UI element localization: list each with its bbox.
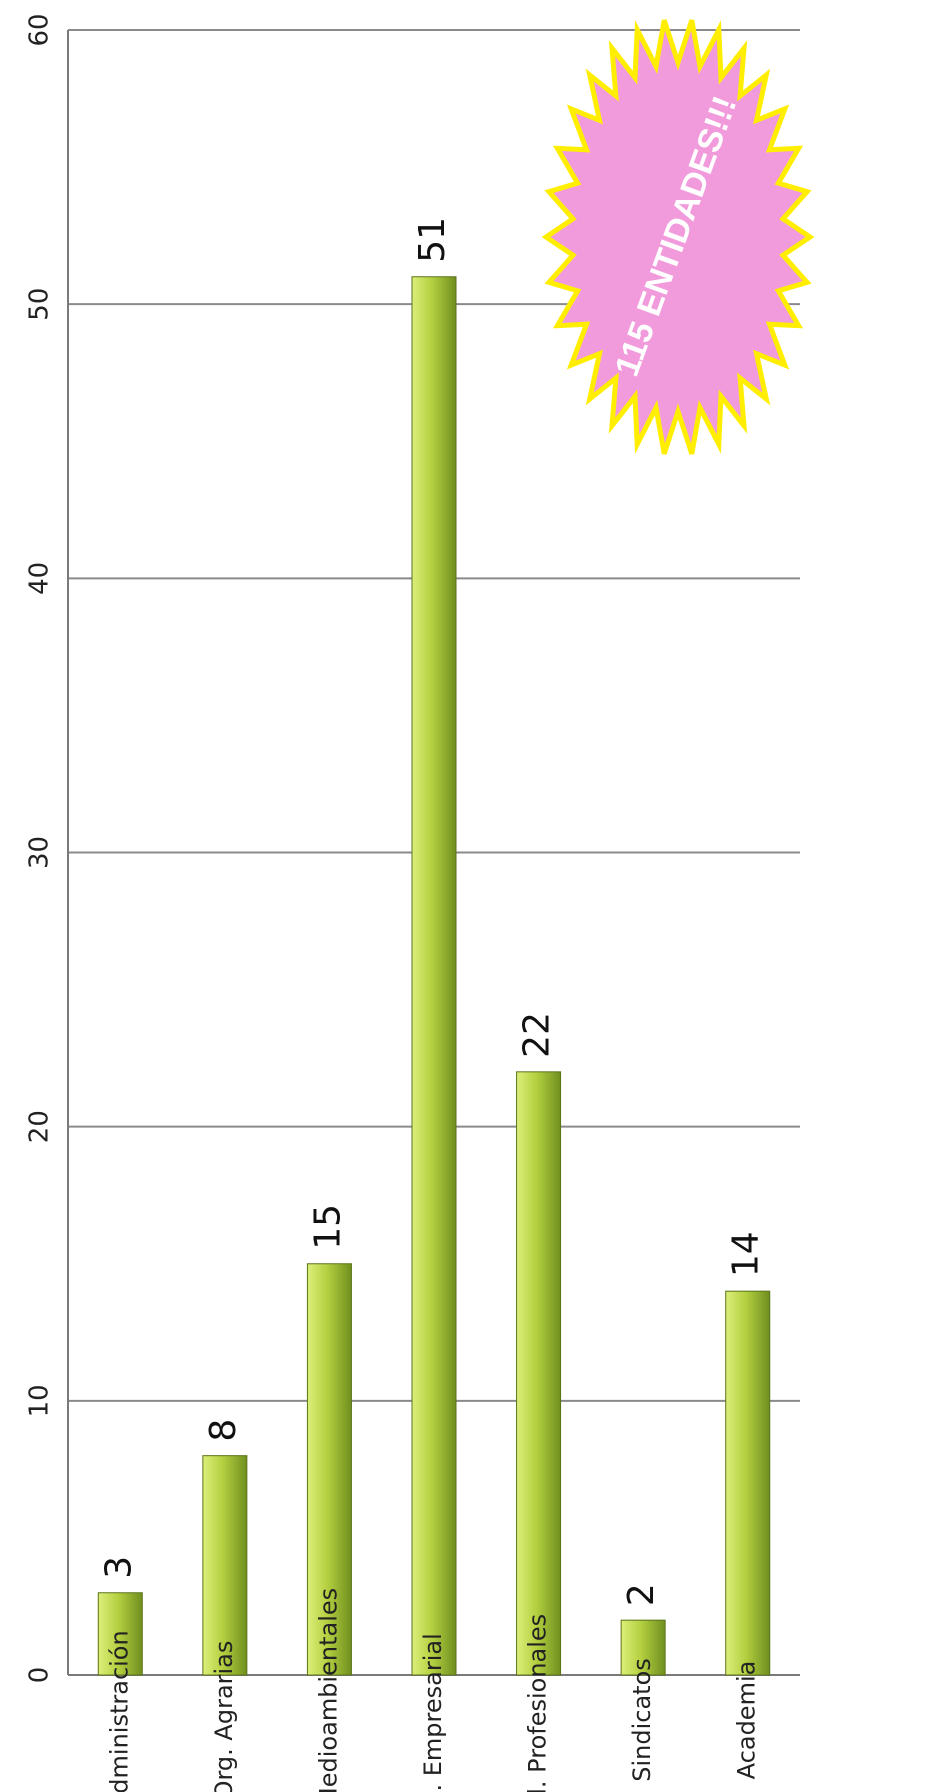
- y-tick-label: 30: [25, 836, 55, 869]
- data-label: 14: [726, 1231, 767, 1277]
- category-axis: Administración Org. Agrarias As. Medioambi…: [105, 1588, 760, 1792]
- x-tick-label: S. Empresarial: [419, 1633, 447, 1792]
- bar: [411, 276, 457, 1676]
- x-tick-label: As. Medioambientales: [314, 1588, 342, 1792]
- bar: [620, 1619, 666, 1676]
- data-label: 8: [203, 1419, 244, 1442]
- x-tick-label: Sindicatos: [628, 1658, 656, 1782]
- y-tick-label: 40: [25, 562, 55, 595]
- bar: [97, 1592, 143, 1676]
- starburst-callout: 115 ENTIDADES!!!: [541, 19, 815, 455]
- y-tick-label: 20: [25, 1110, 55, 1143]
- x-tick-label: Administración: [105, 1630, 133, 1792]
- y-tick-label: 60: [25, 13, 55, 46]
- y-tick-label: 10: [25, 1384, 55, 1417]
- bar: [202, 1455, 248, 1676]
- y-tick-label: 0: [25, 1667, 55, 1684]
- y-tick-label: 50: [25, 288, 55, 321]
- data-label: 15: [307, 1204, 348, 1250]
- data-label: 51: [412, 217, 453, 263]
- data-label: 2: [621, 1583, 662, 1606]
- x-tick-label: Org. Agrarias: [210, 1641, 238, 1792]
- x-tick-label: Academia: [733, 1661, 761, 1780]
- bars: [97, 276, 771, 1676]
- bar: [725, 1290, 771, 1676]
- starburst-shape: [541, 19, 815, 455]
- data-label: 22: [517, 1012, 558, 1058]
- bar: [516, 1071, 562, 1676]
- data-label: 3: [98, 1556, 139, 1579]
- x-tick-label: Col. Profesionales: [524, 1614, 552, 1792]
- bar: [306, 1263, 352, 1676]
